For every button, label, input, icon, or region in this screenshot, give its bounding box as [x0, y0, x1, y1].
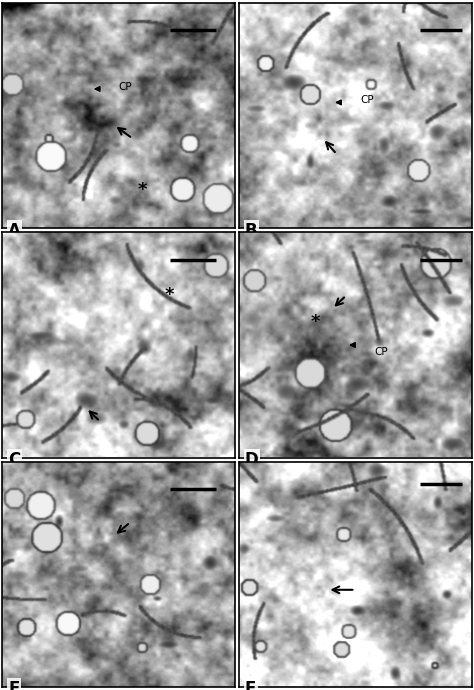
Text: *: *: [311, 313, 320, 331]
Text: E: E: [8, 680, 19, 690]
Text: *: *: [165, 286, 174, 304]
Text: A: A: [8, 221, 21, 239]
Text: F: F: [245, 680, 256, 690]
Text: C: C: [8, 451, 20, 469]
Text: CP: CP: [360, 95, 374, 105]
Text: CP: CP: [374, 347, 388, 357]
Text: B: B: [245, 221, 257, 239]
Text: CP: CP: [118, 81, 132, 92]
Text: *: *: [137, 181, 146, 199]
Text: D: D: [245, 451, 259, 469]
